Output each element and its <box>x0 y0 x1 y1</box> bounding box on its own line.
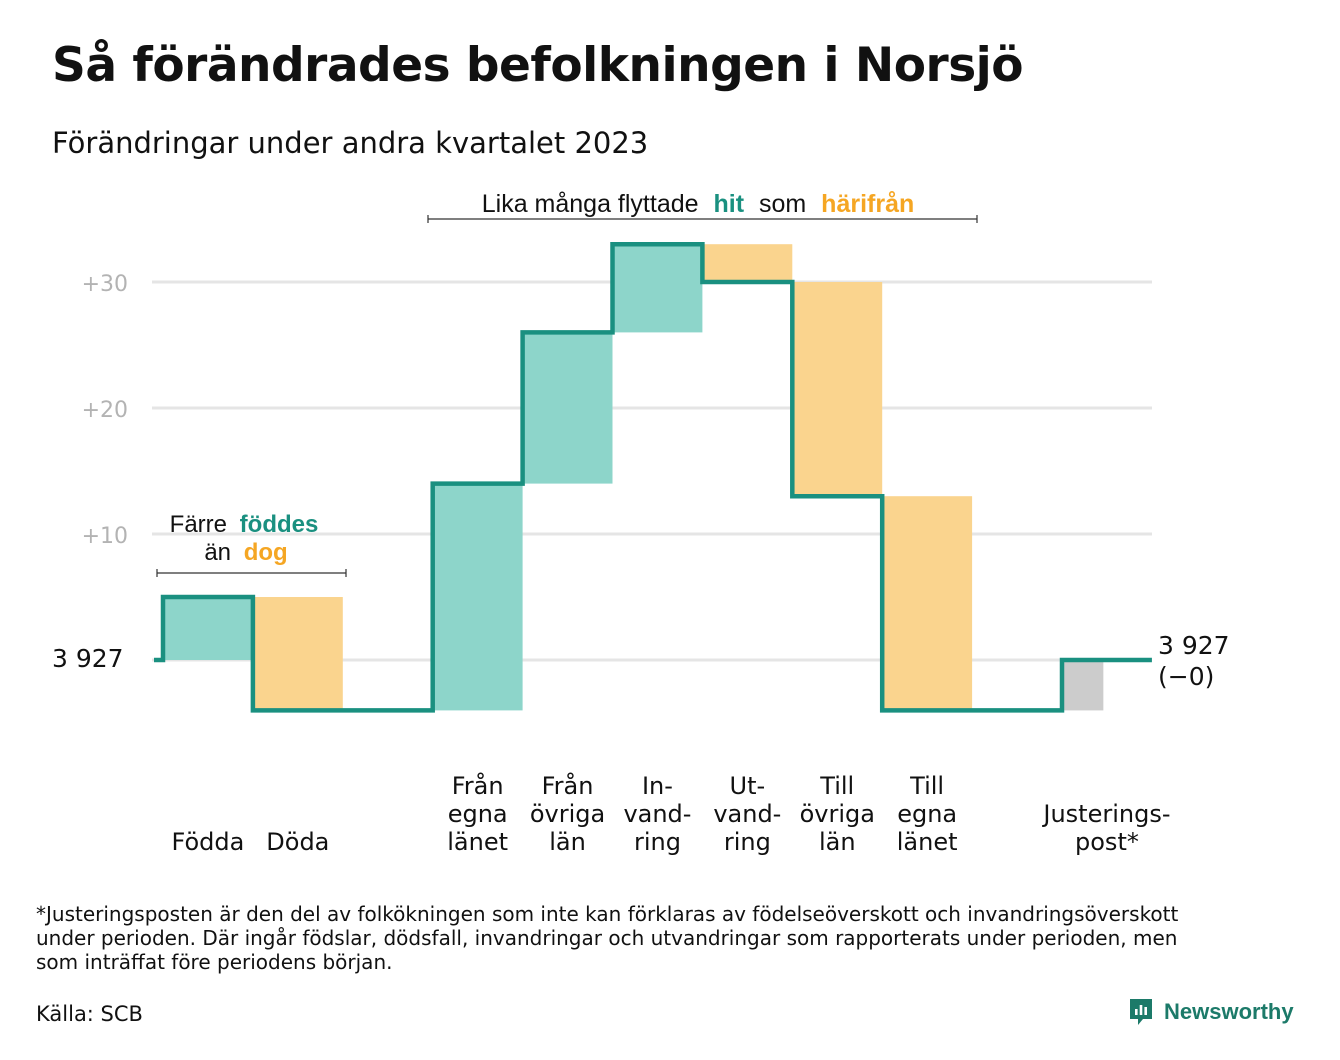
category-label: vand- <box>623 800 691 828</box>
bar-adjustment <box>1062 660 1104 711</box>
category-label: län <box>549 828 586 856</box>
start-value-label: 3 927 <box>52 644 124 673</box>
annotation-highlight-in: hit <box>713 190 744 218</box>
annotation-text: än <box>204 539 231 566</box>
step-line-group <box>154 241 1152 713</box>
chart-subtitle: Förändringar under andra kvartalet 2023 <box>52 126 649 160</box>
category-label: länet <box>447 828 508 856</box>
category-label: Ut- <box>730 772 766 800</box>
category-label: post* <box>1075 828 1139 856</box>
bar-decrease <box>792 282 883 497</box>
annotation-highlight-out: dog <box>244 539 288 566</box>
annotation-text: som <box>759 190 806 218</box>
category-label: ring <box>724 828 771 856</box>
y-tick-label: +30 <box>82 272 128 297</box>
category-label: ring <box>634 828 681 856</box>
annotation-text: Lika många flyttade <box>482 190 699 218</box>
annotation-birth-death-line2: än dog <box>204 539 287 566</box>
bar-increase <box>163 597 253 660</box>
annotation-migration: Lika många flyttade hit som härifrån <box>482 190 915 218</box>
category-label: egna <box>448 800 508 828</box>
category-label: In- <box>642 772 673 800</box>
annotation-bracket-birth-death <box>156 569 347 577</box>
annotation-highlight-out: härifrån <box>821 190 914 218</box>
bar-increase <box>612 244 703 333</box>
newsworthy-logo-icon <box>1130 999 1152 1025</box>
category-label: Till <box>819 772 854 800</box>
annotation-highlight-in: föddes <box>240 511 319 538</box>
y-tick-label: +10 <box>82 524 128 549</box>
annotation-birth-death-line1: Färre föddes <box>170 511 319 538</box>
category-label: Justerings- <box>1041 800 1170 828</box>
end-change-label: (−0) <box>1158 662 1214 691</box>
step-line <box>154 241 1152 713</box>
category-label: Födda <box>172 828 245 856</box>
category-label: övriga <box>530 800 605 828</box>
source-label: Källa: SCB <box>36 1002 143 1026</box>
y-tick-label: +20 <box>82 398 128 423</box>
bar-increase <box>432 483 523 711</box>
waterfall-chart: +10+20+30 Födda DödaFrånegnalänetFrånövri… <box>52 190 1230 856</box>
bar-decrease <box>252 597 343 711</box>
annotation-bracket-migration <box>427 215 978 223</box>
category-label: Från <box>452 771 504 800</box>
category-label: övriga <box>800 800 875 828</box>
category-label: länet <box>897 828 958 856</box>
category-label: län <box>819 828 856 856</box>
category-label: Från <box>542 771 594 800</box>
bar-decrease <box>882 496 973 711</box>
category-labels: Födda DödaFrånegnalänetFrånövrigalänIn-va… <box>172 771 1171 856</box>
newsworthy-logo[interactable]: Newsworthy <box>1128 998 1294 1026</box>
end-value-label: 3 927 <box>1158 631 1230 660</box>
category-label: Döda <box>266 828 329 856</box>
annotation-text: Färre <box>170 511 227 538</box>
category-label: vand- <box>713 800 781 828</box>
bar-decrease <box>702 244 793 282</box>
footnote: *Justeringsposten är den del av folkökni… <box>36 902 1179 974</box>
bar-increase <box>522 332 613 484</box>
bars <box>163 244 1104 711</box>
newsworthy-logo-text: Newsworthy <box>1164 999 1294 1024</box>
category-label: Till <box>909 772 944 800</box>
category-label: egna <box>897 800 957 828</box>
chart-title: Så förändrades befolkningen i Norsjö <box>52 38 1024 93</box>
